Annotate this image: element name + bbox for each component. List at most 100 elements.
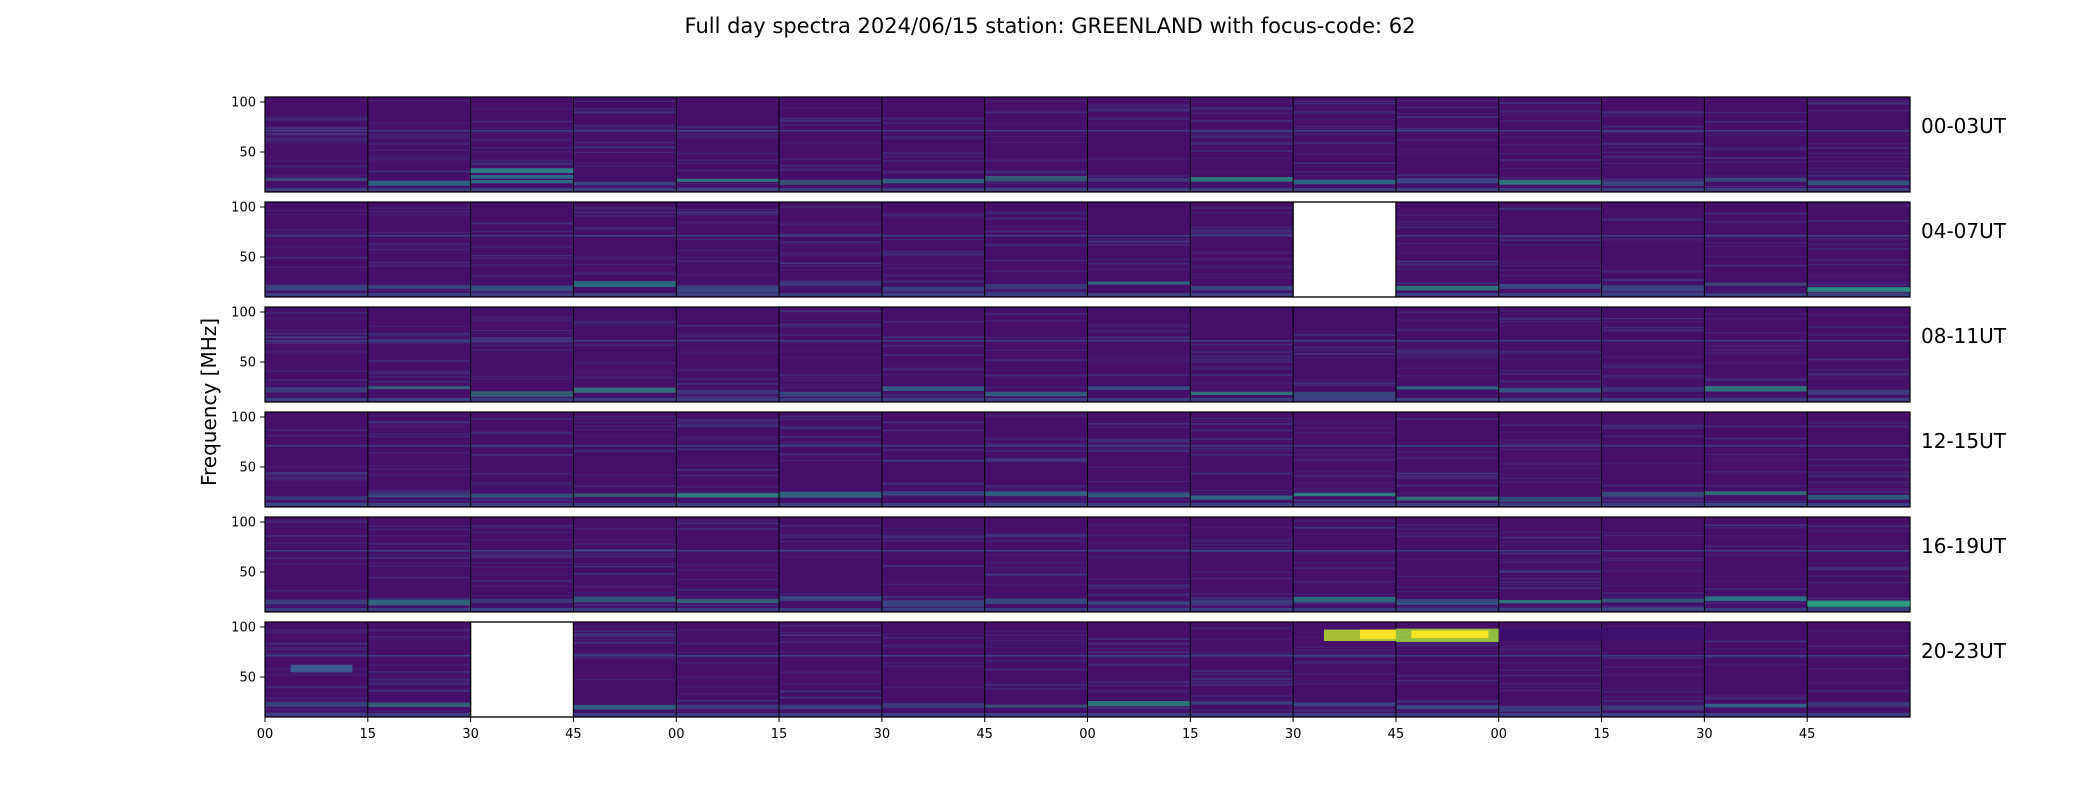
spectral-streak <box>1601 110 1705 113</box>
spectral-streak <box>779 641 882 643</box>
spectral-streak <box>1087 423 1191 425</box>
spectral-streak <box>470 454 574 456</box>
spectral-streak <box>265 312 368 315</box>
spectral-streak <box>984 485 1088 488</box>
spectral-streak <box>573 626 677 628</box>
spectral-streak <box>1190 351 1294 354</box>
spectral-streak <box>1087 578 1191 580</box>
spectral-streak <box>1807 524 1910 526</box>
spectrum-panel <box>881 97 985 192</box>
spectral-streak <box>1807 702 1910 705</box>
low-frequency-band <box>1087 178 1191 182</box>
spectral-streak <box>367 528 471 531</box>
spectral-streak <box>1190 107 1294 110</box>
spectral-line <box>984 235 1088 237</box>
spectral-streak <box>265 498 368 501</box>
spectral-streak <box>1087 638 1191 641</box>
spectral-streak <box>470 531 574 533</box>
spectral-streak <box>367 231 471 234</box>
low-frequency-band <box>881 601 985 607</box>
spectral-streak <box>676 528 780 531</box>
spectral-streak <box>676 589 780 591</box>
spectral-streak <box>265 712 368 714</box>
panel-background <box>1190 517 1294 612</box>
spectral-line <box>367 130 471 132</box>
spectral-streak <box>367 468 471 470</box>
spectral-streak <box>1087 648 1191 650</box>
spectral-streak <box>984 442 1088 445</box>
spectral-streak <box>1498 448 1602 451</box>
spectral-streak <box>367 565 471 567</box>
spectral-streak <box>1395 457 1499 459</box>
panel-background <box>881 97 985 192</box>
spectral-streak <box>1395 679 1499 682</box>
spectral-streak <box>984 646 1088 648</box>
low-frequency-band <box>367 188 471 191</box>
spectral-streak <box>1704 134 1808 136</box>
spectral-streak <box>1704 264 1808 268</box>
spectral-streak <box>573 485 677 488</box>
spectral-streak <box>984 496 1088 498</box>
spectral-streak <box>470 495 574 497</box>
spectral-streak <box>1087 240 1191 243</box>
spectral-streak <box>1087 426 1191 428</box>
low-frequency-band <box>1498 608 1602 611</box>
spectral-streak <box>265 229 368 231</box>
spectral-streak <box>1601 156 1705 159</box>
low-frequency-band <box>1293 503 1396 506</box>
spectral-streak <box>1807 263 1910 266</box>
low-frequency-band <box>265 713 368 716</box>
low-frequency-band <box>676 188 780 191</box>
spectral-streak <box>881 421 985 423</box>
low-frequency-band <box>984 491 1088 496</box>
low-frequency-band <box>573 713 677 716</box>
spectral-streak <box>265 115 368 117</box>
spectral-streak <box>1395 227 1499 229</box>
spectral-streak <box>470 562 574 565</box>
x-tick-label: 30 <box>1285 727 1302 742</box>
spectrum-panel <box>1395 202 1499 297</box>
spectral-streak <box>676 579 780 581</box>
spectral-streak <box>1087 336 1191 340</box>
panel-background <box>1190 97 1294 192</box>
spectral-line <box>1498 655 1602 657</box>
y-tick-label: 50 <box>239 461 256 476</box>
spectral-streak <box>1395 484 1499 487</box>
panel-background <box>367 412 471 507</box>
spectral-streak <box>881 459 985 461</box>
spectral-streak <box>1190 547 1294 549</box>
spectral-streak <box>779 625 882 627</box>
panel-background <box>1807 517 1910 612</box>
low-frequency-band <box>470 285 574 291</box>
spectral-line <box>676 340 780 342</box>
spectral-streak <box>573 230 677 232</box>
spectrum-panel <box>1807 97 1910 192</box>
spectrum-panel <box>779 412 882 507</box>
spectral-streak <box>1498 321 1602 323</box>
spectral-line <box>676 235 780 237</box>
spectral-streak <box>1807 281 1910 284</box>
spectral-streak <box>367 135 471 137</box>
spectral-streak <box>1190 360 1294 363</box>
low-frequency-band <box>1293 608 1396 611</box>
spectral-streak <box>1498 467 1602 470</box>
spectral-streak <box>779 525 882 527</box>
spectral-streak <box>470 131 574 133</box>
low-frequency-band <box>881 293 985 296</box>
spectral-streak <box>265 544 368 546</box>
spectral-streak <box>1395 375 1499 377</box>
low-frequency-band <box>1601 608 1705 611</box>
spectral-streak <box>881 274 985 276</box>
spectral-streak <box>1190 592 1294 595</box>
spectral-streak <box>1704 575 1808 577</box>
spectral-streak <box>881 422 985 424</box>
low-frequency-band <box>1293 713 1396 716</box>
spectral-streak <box>367 214 471 216</box>
spectral-streak <box>676 569 780 572</box>
spectral-line <box>881 445 985 447</box>
low-frequency-band <box>1807 389 1910 395</box>
spectral-streak <box>1293 357 1396 359</box>
spectral-streak <box>367 333 471 336</box>
spectral-streak <box>984 313 1088 316</box>
spectral-streak <box>881 565 985 567</box>
